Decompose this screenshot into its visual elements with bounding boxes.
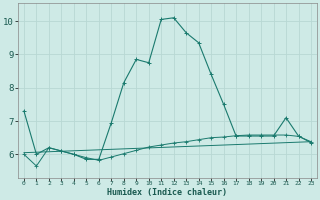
X-axis label: Humidex (Indice chaleur): Humidex (Indice chaleur) — [108, 188, 228, 197]
